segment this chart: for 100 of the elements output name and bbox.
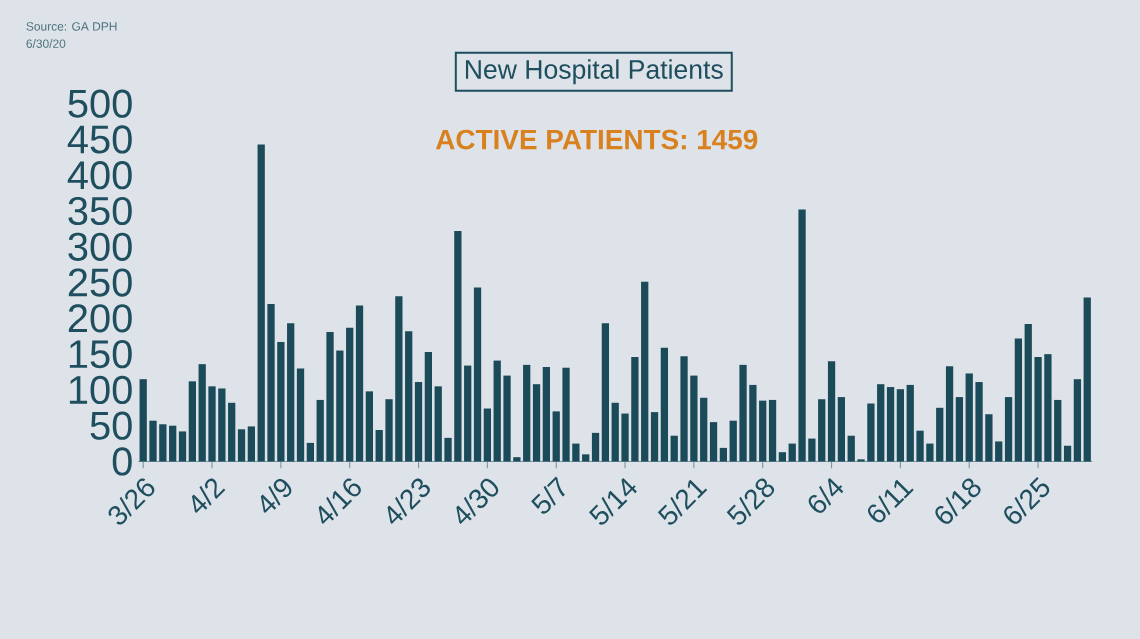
x-tick-label: 5/21 (657, 479, 708, 525)
bar (483, 408, 491, 462)
bar (788, 443, 796, 462)
bar (405, 331, 413, 462)
bar (611, 402, 619, 462)
bar (975, 382, 983, 462)
bar (768, 399, 777, 462)
bar (277, 342, 285, 462)
x-tick-label: 6/18 (935, 478, 981, 524)
y-tick-label: 350 (68, 196, 132, 226)
bar (552, 411, 560, 462)
x-tick-label: 5/14 (588, 478, 637, 525)
y-tick-label: 200 (68, 304, 132, 333)
bar (759, 400, 767, 462)
bar (1054, 399, 1062, 462)
bar (228, 402, 236, 462)
y-tick-label: 50 (90, 411, 132, 440)
y-tick-label: 150 (69, 340, 132, 369)
bar (169, 425, 177, 462)
bar (434, 386, 442, 462)
x-tick-label: 3/26 (108, 478, 155, 525)
x-tick-label: 6/25 (1004, 477, 1050, 524)
y-tick-label: 300 (68, 232, 132, 261)
bar (1044, 354, 1052, 462)
bar (1014, 338, 1023, 462)
bar (473, 287, 482, 462)
chart-title: New Hospital Patients (465, 59, 723, 85)
bar (414, 382, 423, 462)
bar (395, 296, 403, 462)
bar (306, 442, 314, 462)
bar (650, 412, 659, 462)
bar (454, 231, 462, 462)
bar (867, 403, 875, 462)
bar (208, 386, 216, 462)
bar (493, 360, 501, 462)
bar (375, 430, 383, 462)
bar (1073, 379, 1082, 462)
bar (995, 441, 1003, 462)
bar (857, 459, 865, 462)
x-tick-label: 4/16 (318, 478, 361, 524)
bar (591, 432, 600, 462)
bar (1034, 357, 1042, 462)
bar (326, 331, 334, 462)
bar (926, 443, 934, 462)
bar (444, 437, 452, 462)
bar (749, 384, 757, 462)
bar (945, 366, 954, 462)
bar (601, 323, 610, 462)
bar (287, 323, 295, 462)
bar (1024, 324, 1032, 462)
bar (257, 144, 265, 462)
x-tick-label: 4/2 (191, 478, 226, 514)
bar (247, 426, 255, 462)
bar (827, 361, 836, 462)
bar (582, 454, 590, 462)
bar (631, 357, 639, 462)
bar (1004, 397, 1013, 462)
y-tick-label: 400 (67, 161, 132, 190)
x-tick-label: 4/9 (260, 479, 292, 514)
y-tick-label: 450 (67, 125, 132, 154)
bar (680, 356, 688, 462)
bar (798, 209, 806, 462)
x-tick-label: 6/11 (867, 479, 914, 523)
bar (523, 364, 531, 462)
bar (719, 447, 728, 462)
bar (296, 368, 305, 462)
bar (621, 413, 629, 462)
bar (178, 431, 187, 462)
bar (1083, 297, 1091, 462)
bar (955, 397, 964, 462)
bar (847, 435, 855, 462)
bar (542, 367, 551, 462)
bar (188, 381, 196, 462)
x-tick-label: 5/7 (531, 476, 565, 514)
text: 6/30/20 (26, 39, 66, 48)
bar (218, 388, 226, 462)
bar (159, 424, 167, 462)
bar (513, 457, 521, 462)
bar (700, 397, 708, 462)
bar (641, 281, 649, 462)
y-tick-label: 100 (69, 375, 132, 405)
bar (237, 429, 246, 462)
bar (532, 384, 541, 462)
bar (936, 407, 944, 462)
bar (385, 399, 393, 462)
bar (355, 305, 364, 462)
bar (424, 352, 432, 462)
bar (877, 384, 885, 462)
bar (1063, 445, 1072, 462)
bar (906, 384, 914, 462)
bar (729, 420, 737, 462)
y-tick-label: 250 (68, 268, 132, 297)
bar (709, 422, 718, 462)
x-tick-label: 5/28 (726, 478, 775, 525)
bar (886, 387, 895, 462)
bar (808, 438, 816, 462)
bar (837, 397, 846, 462)
x-tick-label: 4/23 (387, 478, 430, 524)
bar (365, 391, 373, 462)
bar (346, 327, 354, 462)
